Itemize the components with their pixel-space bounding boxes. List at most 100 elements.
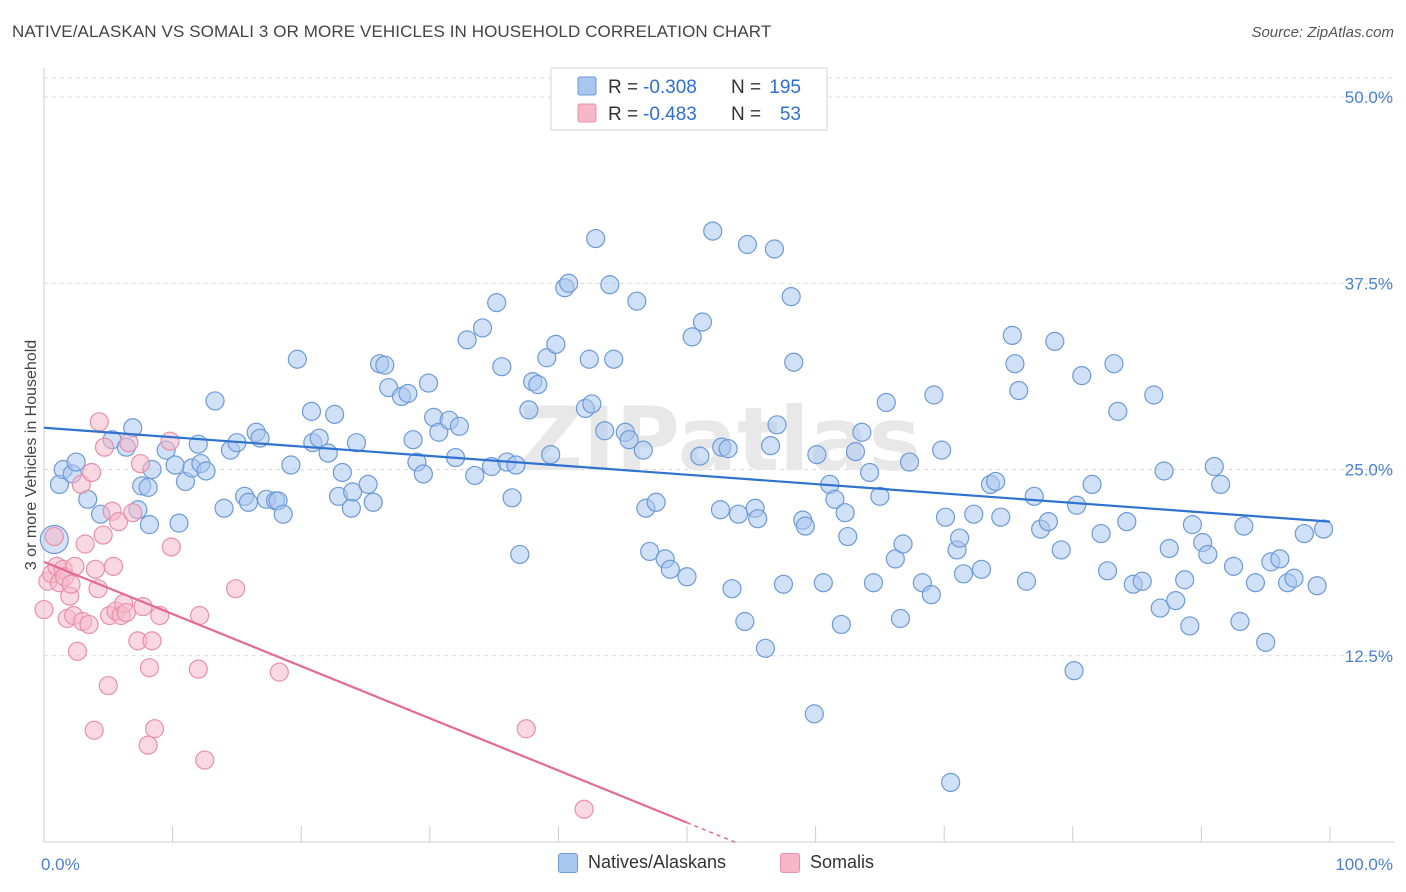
data-point-somalis <box>123 503 143 523</box>
data-point-natives <box>301 401 322 421</box>
legend-r-value-pink: -0.483 <box>643 104 697 125</box>
data-point-somalis <box>130 453 151 474</box>
data-point-natives <box>760 436 781 456</box>
data-point-natives <box>986 471 1006 492</box>
data-point-natives <box>449 416 469 436</box>
data-point-natives <box>735 611 755 632</box>
data-point-natives <box>781 287 801 307</box>
data-point-natives <box>737 234 758 255</box>
data-point-natives <box>876 392 896 413</box>
data-point-natives <box>139 515 160 535</box>
data-point-natives <box>755 638 776 658</box>
data-point-natives <box>953 564 974 584</box>
data-point-somalis <box>67 641 88 661</box>
data-point-somalis <box>119 433 139 453</box>
data-point-natives <box>332 462 352 483</box>
data-point-natives <box>1294 523 1314 544</box>
data-point-natives <box>633 440 653 460</box>
data-point-natives <box>1045 331 1065 351</box>
data-point-natives <box>165 455 185 475</box>
data-point-natives <box>502 488 522 508</box>
y-tick-labels: 12.5% 25.0% 37.5% 50.0% <box>1345 88 1393 666</box>
data-point-natives <box>941 772 961 793</box>
legend-r-value-blue: -0.308 <box>643 77 697 98</box>
data-point-natives <box>1159 538 1179 559</box>
data-point-natives <box>845 442 866 462</box>
data-point-natives <box>528 374 548 395</box>
data-point-natives <box>682 327 702 347</box>
data-point-natives <box>924 385 944 405</box>
data-point-somalis <box>144 719 165 739</box>
legend-r-label: R = <box>608 104 638 125</box>
data-point-natives <box>281 455 301 475</box>
trend-line-somalis-extension <box>686 821 739 845</box>
data-point-natives <box>964 504 984 524</box>
data-point-natives <box>1082 474 1102 494</box>
data-point-natives <box>465 465 485 486</box>
bottom-legend-item-natives: Natives/Alaskans <box>558 852 726 873</box>
data-point-natives <box>1166 591 1186 611</box>
data-point-natives <box>627 291 647 311</box>
data-point-natives <box>773 574 794 594</box>
data-point-natives <box>1223 556 1244 576</box>
data-point-natives <box>205 391 225 411</box>
data-point-natives <box>1182 515 1202 535</box>
data-point-natives <box>899 452 920 472</box>
data-point-somalis <box>75 534 95 554</box>
data-point-natives <box>1005 354 1025 374</box>
data-point-somalis <box>79 614 99 635</box>
data-point-natives <box>692 312 713 332</box>
bottom-legend: Natives/Alaskans Somalis <box>0 852 1406 876</box>
data-point-somalis <box>61 574 81 594</box>
data-point-natives <box>1002 325 1022 345</box>
legend-n-value-blue: 195 <box>769 77 801 98</box>
data-point-natives <box>1154 461 1174 481</box>
data-point-natives <box>1064 661 1084 681</box>
data-point-natives <box>885 549 905 569</box>
y-tick-label: 12.5% <box>1345 647 1393 666</box>
data-point-natives <box>418 373 439 393</box>
data-point-natives <box>971 559 992 579</box>
data-point-natives <box>196 461 216 481</box>
data-point-somalis <box>195 750 215 770</box>
data-point-natives <box>1204 456 1224 477</box>
data-point-natives <box>1038 512 1058 532</box>
data-point-natives <box>413 464 433 484</box>
data-point-somalis <box>161 537 181 557</box>
legend-n-label: N = <box>731 104 761 125</box>
data-point-natives <box>506 455 526 475</box>
series-somalis <box>34 412 594 819</box>
data-point-somalis <box>116 602 136 623</box>
data-point-natives <box>341 498 361 518</box>
data-point-natives <box>492 357 512 377</box>
source-credit: Source: ZipAtlas.com <box>1251 24 1394 41</box>
x-tick-label-right: 100.0% <box>1335 855 1393 874</box>
data-point-somalis <box>44 526 64 547</box>
data-point-natives <box>472 318 493 338</box>
data-point-natives <box>546 334 566 354</box>
data-point-somalis <box>138 735 158 755</box>
data-point-natives <box>767 415 787 435</box>
data-point-natives <box>703 221 723 241</box>
data-point-natives <box>1117 512 1137 532</box>
data-point-natives <box>487 293 507 313</box>
data-point-natives <box>138 477 158 497</box>
data-point-natives <box>1016 571 1037 591</box>
data-point-natives <box>807 445 827 465</box>
data-point-natives <box>1284 568 1304 588</box>
data-point-natives <box>358 474 378 494</box>
data-point-natives <box>519 400 539 420</box>
data-point-somalis <box>34 599 54 620</box>
data-point-natives <box>764 239 785 259</box>
data-point-natives <box>287 349 307 369</box>
data-point-somalis <box>188 659 208 679</box>
data-point-somalis <box>516 719 536 739</box>
data-point-natives <box>579 349 599 369</box>
data-point-somalis <box>142 631 162 651</box>
series-natives-alaskans <box>39 221 1334 793</box>
trend-lines <box>43 426 1331 845</box>
data-point-natives <box>1180 616 1200 636</box>
data-point-somalis <box>85 559 106 579</box>
axes <box>43 68 1394 843</box>
data-point-natives <box>595 421 615 441</box>
